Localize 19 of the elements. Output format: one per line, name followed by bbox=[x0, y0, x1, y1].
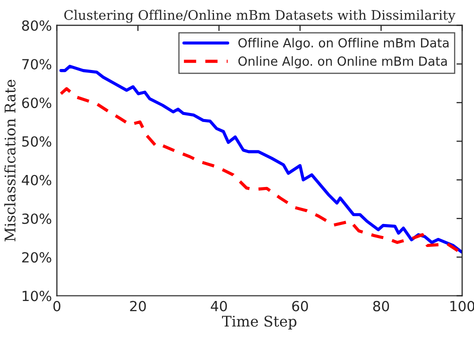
chart-title: Clustering Offline/Online mBm Datasets with Dissimilarity bbox=[64, 10, 456, 23]
y-tick-label: 20% bbox=[22, 252, 52, 263]
y-tick-label: 80% bbox=[22, 20, 52, 31]
y-tick-label: 70% bbox=[22, 58, 52, 70]
y-tick-label: 50% bbox=[22, 136, 52, 147]
legend-label: Offline Algo. on Offline mBm Data bbox=[238, 38, 449, 50]
legend-label: Online Algo. on Online mBm Data bbox=[238, 56, 447, 68]
y-tick-label: 40% bbox=[22, 174, 52, 186]
y-tick-label: 30% bbox=[22, 213, 52, 224]
y-axis-title: Misclassification Rate bbox=[4, 80, 16, 242]
x-tick-label: 80 bbox=[373, 300, 390, 312]
x-tick-label: 20 bbox=[130, 300, 146, 312]
x-tick-label: 100 bbox=[450, 300, 474, 312]
x-tick-label: 0 bbox=[53, 300, 60, 312]
x-tick-label: 60 bbox=[292, 300, 308, 312]
x-axis-title: Time Step bbox=[222, 316, 296, 330]
y-tick-label: 60% bbox=[22, 98, 52, 108]
x-tick-label: 40 bbox=[210, 300, 227, 312]
y-tick-label: 10% bbox=[22, 290, 52, 302]
